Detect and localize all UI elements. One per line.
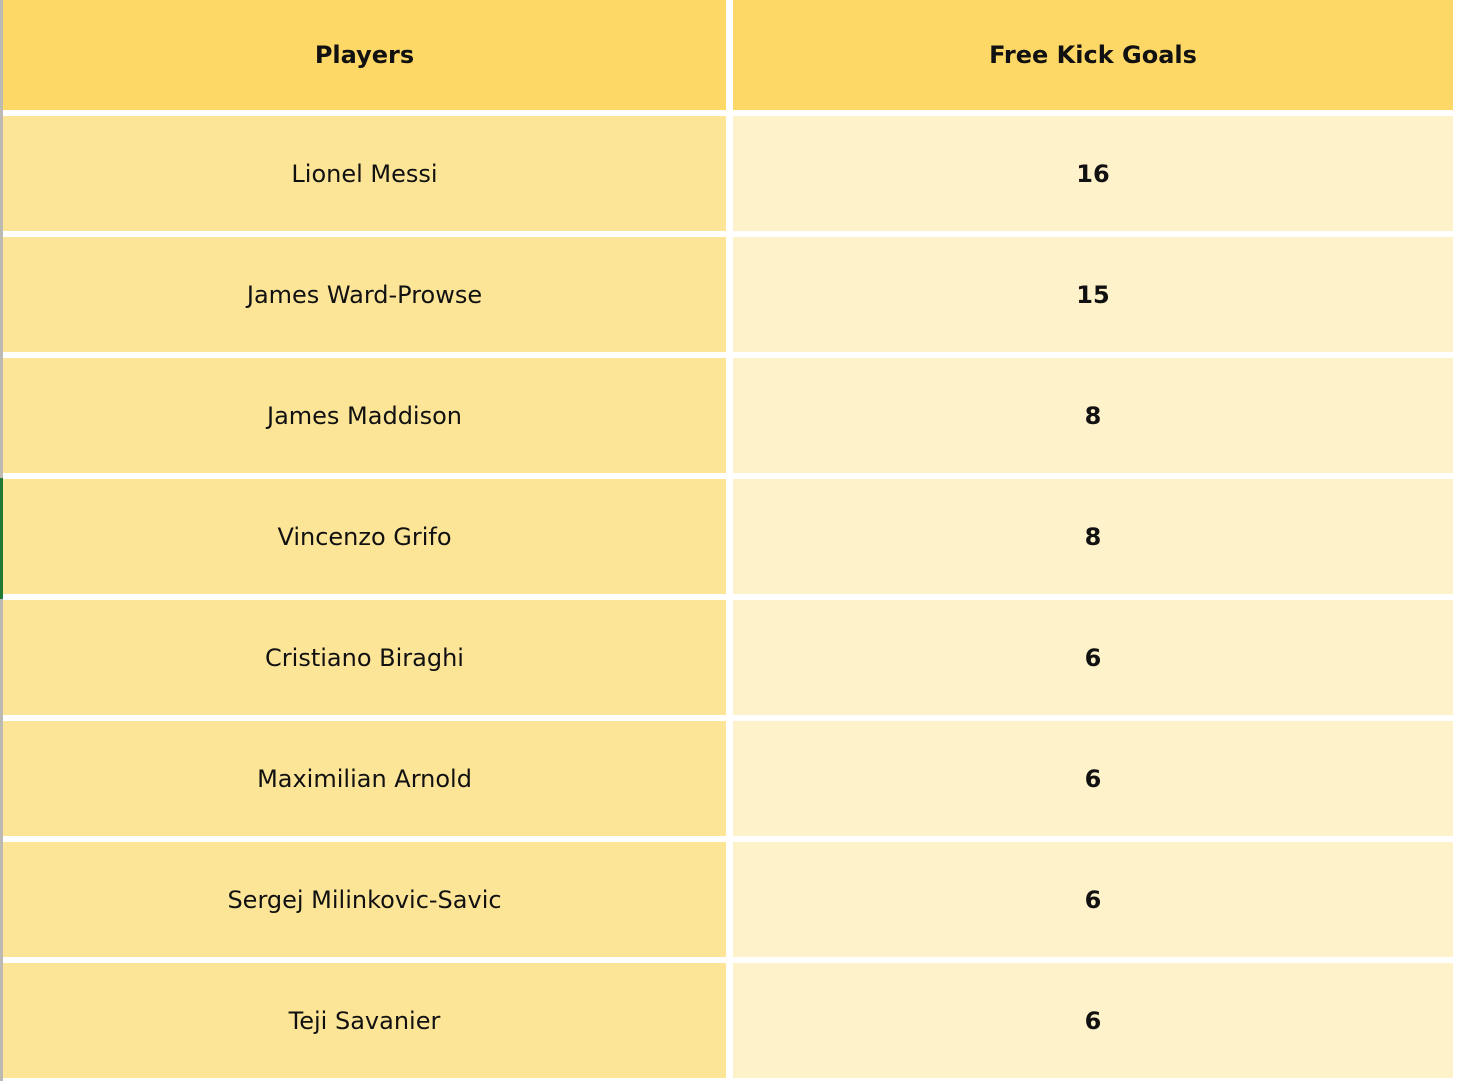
- header-free-kick-goals[interactable]: Free Kick Goals: [733, 0, 1453, 110]
- goals-cell[interactable]: 6: [733, 721, 1453, 836]
- table-row: Lionel Messi 16: [3, 116, 1453, 231]
- player-cell[interactable]: Vincenzo Grifo: [3, 479, 726, 594]
- header-players[interactable]: Players: [3, 0, 726, 110]
- table-row: Teji Savanier 6: [3, 963, 1453, 1078]
- table-row: Maximilian Arnold 6: [3, 721, 1453, 836]
- table-row: Vincenzo Grifo 8: [3, 479, 1453, 594]
- goals-cell[interactable]: 6: [733, 842, 1453, 957]
- player-cell[interactable]: Teji Savanier: [3, 963, 726, 1078]
- row-selection-marker: [0, 478, 3, 599]
- header-row: Players Free Kick Goals: [3, 0, 1453, 110]
- table-row: James Maddison 8: [3, 358, 1453, 473]
- player-cell[interactable]: Sergej Milinkovic-Savic: [3, 842, 726, 957]
- goals-cell[interactable]: 6: [733, 600, 1453, 715]
- table-row: Sergej Milinkovic-Savic 6: [3, 842, 1453, 957]
- player-cell[interactable]: James Ward-Prowse: [3, 237, 726, 352]
- table-row: Cristiano Biraghi 6: [3, 600, 1453, 715]
- goals-cell[interactable]: 8: [733, 358, 1453, 473]
- free-kick-goals-table: Players Free Kick Goals Lionel Messi 16 Ja…: [3, 0, 1453, 1084]
- player-cell[interactable]: James Maddison: [3, 358, 726, 473]
- goals-cell[interactable]: 6: [733, 963, 1453, 1078]
- goals-cell[interactable]: 16: [733, 116, 1453, 231]
- player-cell[interactable]: Cristiano Biraghi: [3, 600, 726, 715]
- player-cell[interactable]: Maximilian Arnold: [3, 721, 726, 836]
- table-row: James Ward-Prowse 15: [3, 237, 1453, 352]
- goals-cell[interactable]: 15: [733, 237, 1453, 352]
- player-cell[interactable]: Lionel Messi: [3, 116, 726, 231]
- goals-cell[interactable]: 8: [733, 479, 1453, 594]
